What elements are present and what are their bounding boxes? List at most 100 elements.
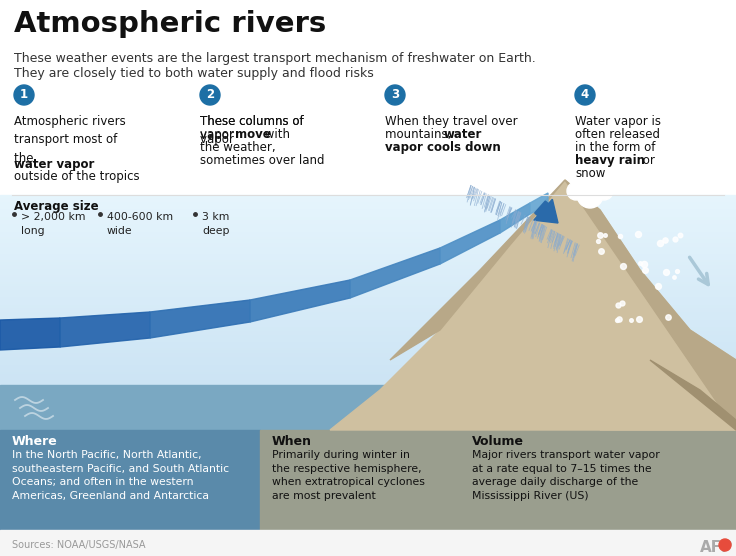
Bar <box>0 407 736 409</box>
Text: with: with <box>261 128 290 141</box>
Text: vapor: vapor <box>200 129 238 142</box>
Text: Atmospheric rivers
transport most of
the: Atmospheric rivers transport most of the <box>14 115 126 165</box>
Text: 4: 4 <box>581 88 589 102</box>
Bar <box>0 328 736 330</box>
Bar <box>0 250 736 251</box>
Bar <box>0 229 736 231</box>
Bar <box>0 268 736 270</box>
Bar <box>260 430 736 530</box>
Circle shape <box>500 150 519 168</box>
Bar <box>0 217 736 220</box>
Polygon shape <box>530 193 548 214</box>
Bar <box>0 205 736 206</box>
Bar <box>0 195 736 197</box>
Bar <box>0 257 736 259</box>
Circle shape <box>577 182 603 208</box>
Bar <box>0 418 736 420</box>
Text: Water vapor is: Water vapor is <box>575 115 661 128</box>
Text: Where: Where <box>12 435 57 448</box>
Circle shape <box>200 85 220 105</box>
Bar <box>0 227 736 229</box>
Text: mountains,: mountains, <box>385 128 455 141</box>
Polygon shape <box>150 300 250 338</box>
Bar <box>0 530 736 556</box>
Polygon shape <box>0 318 60 350</box>
Bar <box>0 279 736 281</box>
Bar <box>0 358 736 360</box>
Bar <box>0 287 736 289</box>
Bar <box>0 223 736 225</box>
Bar <box>0 396 736 398</box>
Circle shape <box>503 158 537 192</box>
Bar <box>0 309 736 311</box>
Text: vapor: vapor <box>200 128 238 141</box>
Bar <box>0 276 736 277</box>
Bar <box>0 383 736 384</box>
Circle shape <box>526 158 550 181</box>
Polygon shape <box>250 280 350 322</box>
Text: When they travel over: When they travel over <box>385 115 517 128</box>
Bar <box>0 302 736 304</box>
Bar <box>0 296 736 298</box>
Bar <box>0 262 736 264</box>
Bar <box>0 360 736 362</box>
Text: sometimes over land: sometimes over land <box>200 154 325 167</box>
Bar <box>0 392 736 394</box>
Bar <box>0 261 736 262</box>
Bar <box>0 300 736 302</box>
Bar <box>0 198 736 201</box>
Text: the weather,: the weather, <box>200 141 275 154</box>
Bar <box>0 369 736 371</box>
Text: Volume: Volume <box>472 435 524 448</box>
Bar <box>0 221 736 223</box>
Text: outside of the tropics: outside of the tropics <box>14 170 140 183</box>
Bar <box>0 294 736 296</box>
Text: When: When <box>272 435 312 448</box>
Bar <box>0 197 736 198</box>
Bar <box>0 285 736 287</box>
Bar <box>0 206 736 208</box>
Text: 3 km
deep: 3 km deep <box>202 212 230 236</box>
Bar <box>0 212 736 214</box>
Bar <box>0 240 736 242</box>
Bar <box>0 270 736 272</box>
Bar <box>0 341 736 343</box>
Bar <box>0 375 736 377</box>
Bar <box>0 330 736 332</box>
Bar <box>0 232 736 235</box>
Bar <box>0 405 736 407</box>
Bar <box>0 403 736 405</box>
Bar <box>0 201 736 202</box>
Polygon shape <box>350 248 440 298</box>
Bar <box>0 274 736 276</box>
Bar <box>0 283 736 285</box>
Bar <box>0 304 736 306</box>
Bar <box>0 311 736 313</box>
Text: in the form of: in the form of <box>575 141 655 154</box>
Text: > 2,000 km
long: > 2,000 km long <box>21 212 85 236</box>
Circle shape <box>575 85 595 105</box>
Bar <box>0 394 736 396</box>
Bar <box>0 332 736 334</box>
Text: Sources: NOAA/USGS/NASA: Sources: NOAA/USGS/NASA <box>12 540 146 550</box>
Bar <box>0 0 736 195</box>
Bar <box>0 373 736 375</box>
Bar <box>0 343 736 345</box>
Text: 1: 1 <box>20 88 28 102</box>
Text: These columns of: These columns of <box>200 115 304 128</box>
Text: 2: 2 <box>206 88 214 102</box>
Polygon shape <box>650 360 736 430</box>
Bar <box>0 324 736 326</box>
Bar <box>0 220 736 221</box>
Bar <box>0 208 736 210</box>
Bar <box>0 319 736 321</box>
Bar <box>0 202 736 205</box>
Text: 3: 3 <box>391 88 399 102</box>
Bar <box>0 210 736 212</box>
Bar <box>0 247 736 250</box>
Bar <box>0 414 736 416</box>
Bar <box>0 255 736 257</box>
Bar <box>0 231 736 232</box>
Text: or: or <box>639 154 655 167</box>
Circle shape <box>385 85 405 105</box>
